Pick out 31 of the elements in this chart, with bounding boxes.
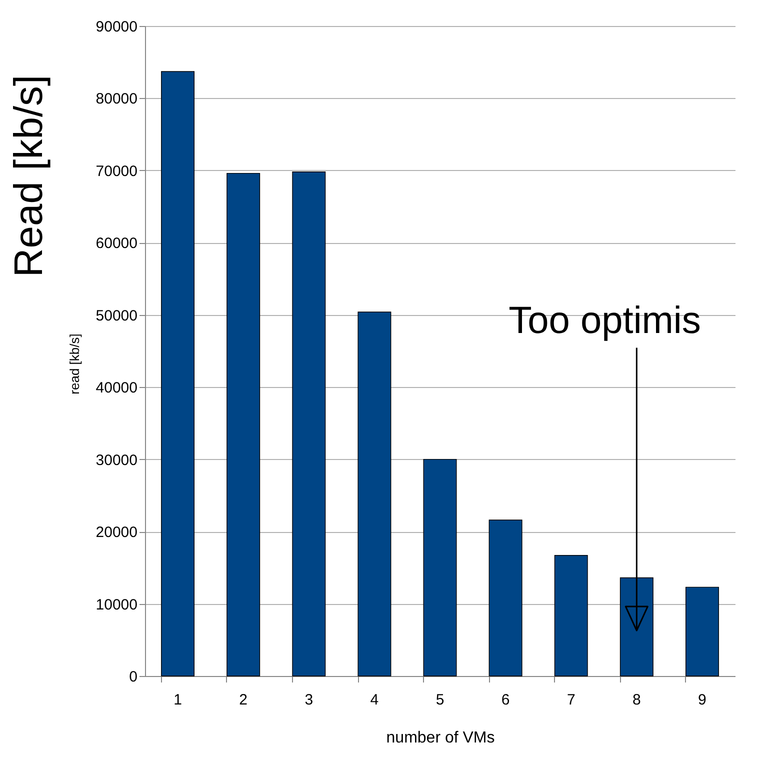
bar [358, 312, 392, 676]
y-tick-label: 80000 [96, 90, 138, 108]
bar [292, 172, 326, 676]
y-tick-label: 60000 [96, 235, 138, 252]
y-tick-label: 10000 [96, 596, 138, 614]
x-tick-label: 8 [632, 692, 641, 708]
x-tick-label: 4 [370, 692, 379, 708]
x-tick-label: 9 [698, 692, 706, 708]
y-tick-label: 20000 [96, 524, 138, 542]
bar [554, 555, 588, 676]
x-tick-label: 1 [174, 692, 182, 708]
y-axis-title: Read [kb/s] [7, 74, 51, 278]
y-tick-label: 90000 [96, 18, 138, 36]
y-tick-label: 50000 [96, 307, 138, 324]
y-tick-label: 70000 [96, 162, 138, 180]
annotation: Too optimis [508, 300, 701, 342]
x-axis-title: number of VMs [386, 730, 495, 746]
x-tick-label: 3 [304, 692, 314, 708]
y-tick-label: 30000 [96, 452, 138, 469]
x-tick-label: 6 [501, 692, 510, 708]
x-tick-label: 7 [566, 692, 576, 708]
bar [161, 71, 195, 676]
bar [226, 172, 260, 676]
x-tick-label: 2 [239, 692, 248, 708]
bar [488, 520, 522, 676]
bar [423, 458, 457, 676]
x-tick-label: 5 [436, 692, 444, 708]
bar [685, 586, 719, 676]
y-tick-label: 40000 [96, 380, 138, 397]
y-tick-label: 0 [129, 668, 138, 686]
text: read [kb/s] [67, 334, 82, 394]
